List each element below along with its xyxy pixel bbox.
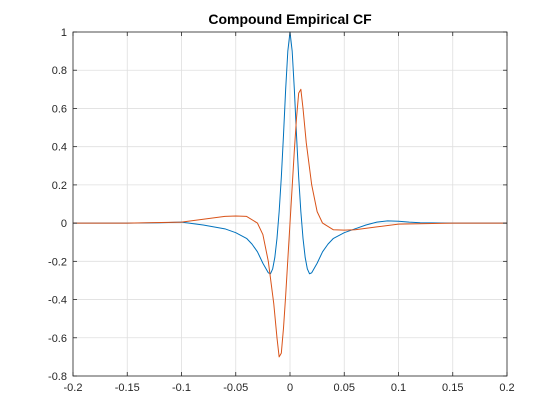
y-tick-label: -0.2 — [48, 256, 67, 268]
x-tick-label: -0.15 — [115, 382, 140, 394]
y-tick-label: 1 — [61, 27, 67, 39]
x-tick-label: 0.2 — [499, 382, 514, 394]
x-tick-label: -0.2 — [64, 382, 83, 394]
axes — [72, 31, 508, 377]
x-tick-label: 0.05 — [334, 382, 355, 394]
y-tick-label: -0.4 — [48, 295, 67, 307]
y-tick-label: 0.6 — [52, 103, 67, 115]
x-tick-label: 0.1 — [391, 382, 406, 394]
x-tick-label: -0.05 — [223, 382, 248, 394]
series-line-1 — [73, 31, 507, 275]
x-tick-labels: -0.2 -0.15 -0.1 -0.05 0 0.05 0.1 0.15 0.2 — [64, 382, 515, 394]
x-tick-label: 0.15 — [442, 382, 463, 394]
y-tick-label: -0.6 — [48, 333, 67, 345]
y-tick-labels: -0.8 -0.6 -0.4 -0.2 0 0.2 0.4 0.6 0.8 1 — [48, 27, 67, 383]
chart-title: Compound Empirical CF — [208, 11, 372, 27]
series-lines — [73, 31, 507, 358]
y-tick-label: 0.2 — [52, 180, 67, 192]
x-tick-label: 0 — [287, 382, 293, 394]
x-tick-label: -0.1 — [172, 382, 191, 394]
y-tick-label: -0.8 — [48, 371, 67, 383]
series-line-2 — [73, 88, 507, 358]
y-tick-label: 0 — [61, 218, 67, 230]
y-tick-label: 0.4 — [52, 142, 67, 154]
y-tick-label: 0.8 — [52, 65, 67, 77]
